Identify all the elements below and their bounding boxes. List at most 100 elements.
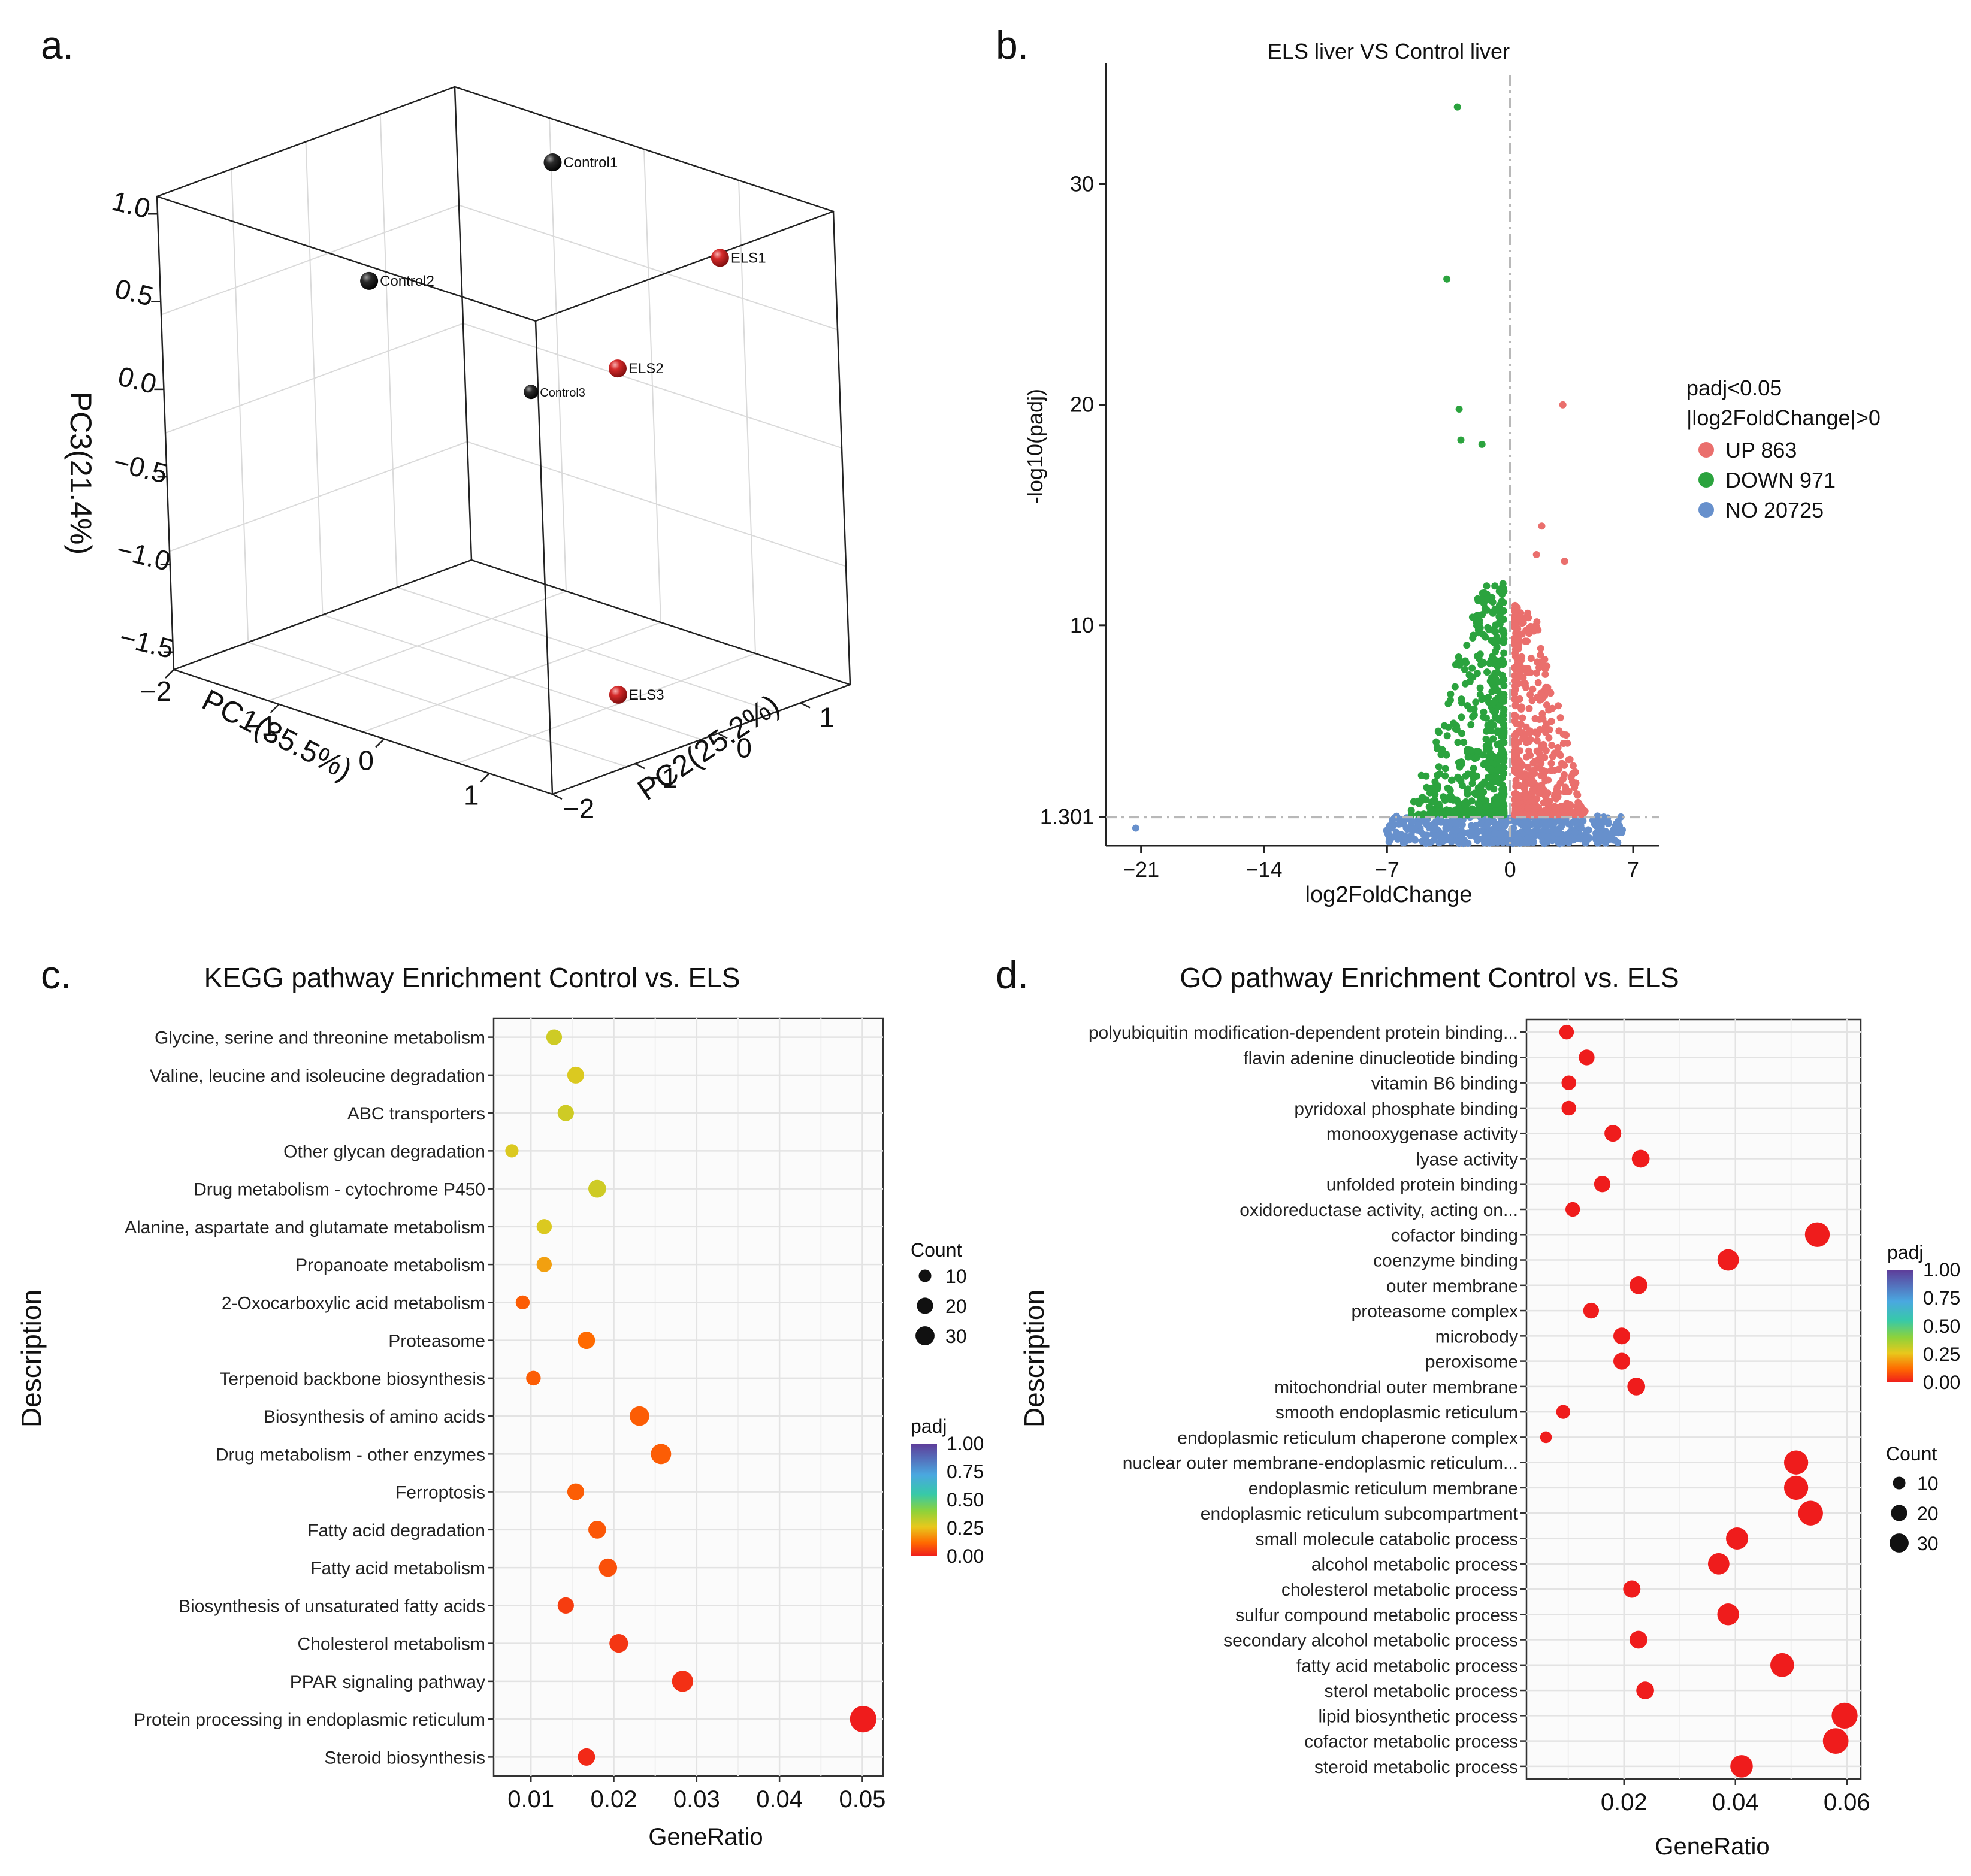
go-count-legend-label: 20 xyxy=(1917,1503,1939,1524)
pca-box-edge xyxy=(470,559,851,686)
kegg-category-label: Valine, leucine and isoleucine degradati… xyxy=(150,1066,485,1086)
volcano-point-down xyxy=(1489,707,1497,715)
volcano-point-down xyxy=(1470,711,1478,719)
volcano-point-down xyxy=(1494,774,1501,782)
kegg-dot xyxy=(515,1295,530,1310)
volcano-point-up xyxy=(1519,714,1526,722)
pca-y-tick xyxy=(634,763,645,770)
pca-point-label: Control1 xyxy=(563,155,618,171)
volcano-point-no xyxy=(1467,828,1475,836)
volcano-point-down xyxy=(1500,598,1507,606)
kegg-count-legend-label: 10 xyxy=(945,1266,967,1287)
volcano-point-up xyxy=(1531,758,1538,765)
volcano-point-down xyxy=(1438,809,1446,816)
kegg-dot xyxy=(557,1597,574,1614)
volcano-point-down xyxy=(1426,809,1434,817)
volcano-point-up xyxy=(1522,683,1530,691)
volcano-point-down xyxy=(1441,772,1449,780)
volcano-point-up xyxy=(1556,714,1564,722)
go-count-legend-title: Count xyxy=(1886,1443,1937,1465)
kegg-category-label: Proteasome xyxy=(388,1332,485,1351)
kegg-category-label: Biosynthesis of unsaturated fatty acids xyxy=(179,1596,485,1616)
go-count-legend-label: 30 xyxy=(1917,1533,1939,1554)
kegg-dot xyxy=(850,1706,876,1733)
go-dot xyxy=(1561,1100,1576,1116)
pca-x-tick xyxy=(165,669,174,679)
go-count-legend-dot xyxy=(1891,1505,1907,1521)
volcano-point-down xyxy=(1500,585,1507,592)
go-category-label: cholesterol metabolic process xyxy=(1281,1580,1518,1600)
go-category-label: fatty acid metabolic process xyxy=(1296,1656,1518,1676)
volcano-point-up xyxy=(1555,727,1563,735)
kegg-x-tick-label: 0.05 xyxy=(839,1786,885,1813)
pca-x-tick-label: 1 xyxy=(464,779,479,810)
volcano-point-no xyxy=(1389,824,1396,831)
volcano-point-no xyxy=(1609,829,1616,836)
panel-c-letter: c. xyxy=(41,952,71,997)
volcano-point-up xyxy=(1525,630,1533,637)
volcano-point-no xyxy=(1417,828,1425,836)
volcano-point-up xyxy=(1532,669,1540,677)
go-category-label: peroxisome xyxy=(1425,1352,1518,1372)
go-y-axis-title: Description xyxy=(1018,1290,1050,1427)
kegg-category-label: 2-Oxocarboxylic acid metabolism xyxy=(222,1293,485,1313)
go-dot xyxy=(1798,1500,1823,1526)
go-category-label: cofactor binding xyxy=(1391,1226,1518,1245)
kegg-dot xyxy=(546,1029,563,1045)
volcano-point-up xyxy=(1529,685,1537,693)
volcano-point-down xyxy=(1479,780,1486,788)
volcano-point-no xyxy=(1401,832,1408,840)
volcano-point-down xyxy=(1478,440,1486,448)
pca-point xyxy=(360,271,379,290)
volcano-point-up xyxy=(1516,782,1523,789)
kegg-x-tick-label: 0.04 xyxy=(756,1786,803,1813)
volcano-point-down xyxy=(1475,807,1483,815)
go-count-legend-label: 10 xyxy=(1917,1473,1939,1494)
volcano-point-no xyxy=(1447,833,1455,840)
kegg-category-label: Fatty acid metabolism xyxy=(310,1559,485,1578)
go-category-label: nuclear outer membrane-endoplasmic retic… xyxy=(1123,1454,1518,1473)
volcano-point-no xyxy=(1504,839,1512,846)
kegg-category-label: Glycine, serine and threonine metabolism xyxy=(155,1028,485,1048)
kegg-category-label: ABC transporters xyxy=(347,1104,485,1124)
volcano-point-down xyxy=(1488,774,1495,782)
pca-z-tick-label: 0.0 xyxy=(115,360,160,400)
panel-d-letter: d. xyxy=(996,952,1029,997)
volcano-point-up xyxy=(1511,731,1519,739)
volcano-point-down xyxy=(1496,702,1504,710)
volcano-point-no xyxy=(1543,838,1551,846)
volcano-point-no xyxy=(1612,820,1620,828)
volcano-point-up xyxy=(1537,689,1545,697)
kegg-dot xyxy=(505,1144,519,1158)
panel-a-pca-3d: a. Control1ELS1Control2ELS2Control3ELS3 … xyxy=(41,23,851,824)
volcano-point-down xyxy=(1472,698,1480,706)
volcano-point-down xyxy=(1492,806,1500,814)
pca-y-tick xyxy=(800,702,811,709)
volcano-point-down xyxy=(1447,697,1454,704)
volcano-point-down xyxy=(1471,789,1479,797)
volcano-point-up xyxy=(1555,765,1563,773)
volcano-point-down xyxy=(1476,684,1484,692)
pca-y-tick-label: −1 xyxy=(646,762,677,794)
volcano-point-up xyxy=(1516,615,1524,622)
kegg-count-legend: Count 10 20 30 xyxy=(911,1239,967,1347)
volcano-point-down xyxy=(1458,713,1465,721)
volcano-point-down xyxy=(1437,751,1445,758)
volcano-point-down xyxy=(1470,764,1477,772)
volcano-point-no xyxy=(1483,822,1491,830)
volcano-point-no xyxy=(1480,834,1488,842)
volcano-point-down xyxy=(1455,804,1463,812)
kegg-dot xyxy=(567,1066,584,1084)
volcano-point-no xyxy=(1617,813,1625,821)
volcano-point-down xyxy=(1500,649,1508,657)
volcano-point-down xyxy=(1498,671,1506,679)
volcano-point-up xyxy=(1523,612,1531,620)
volcano-point-down xyxy=(1460,739,1468,746)
volcano-point-down xyxy=(1464,785,1472,793)
go-category-label: pyridoxal phosphate binding xyxy=(1294,1099,1518,1119)
legend-no-swatch xyxy=(1698,502,1714,518)
go-padj-legend-title: padj xyxy=(1887,1242,1924,1263)
volcano-point-up xyxy=(1519,734,1527,742)
volcano-point-no xyxy=(1544,833,1552,840)
